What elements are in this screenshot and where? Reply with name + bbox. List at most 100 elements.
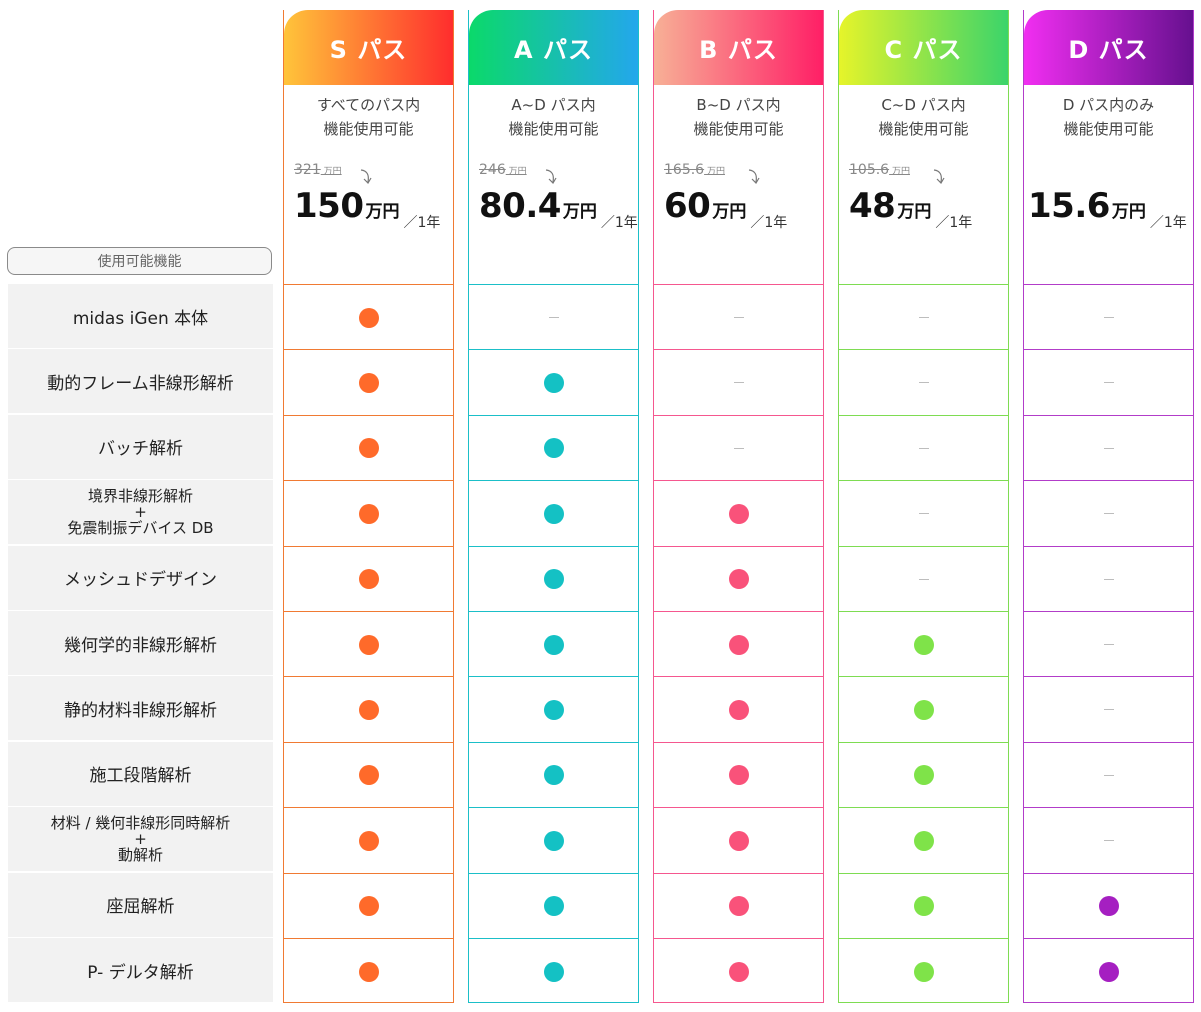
original-price-unit: 万円 — [505, 167, 527, 177]
available-dot-icon — [1098, 896, 1119, 917]
original-price: 105.6 万円 — [849, 162, 910, 178]
unavailable-dash-icon — [733, 447, 744, 449]
available-dot-icon — [543, 372, 564, 393]
current-price: 80.4 万円／1年 — [479, 186, 638, 231]
price-period: ／1年 — [1149, 215, 1187, 231]
available-dot-icon — [913, 961, 934, 982]
available-dot-icon — [543, 699, 564, 720]
price-value: 150 — [294, 186, 364, 226]
available-dot-icon — [543, 896, 564, 917]
availability-cell — [469, 938, 638, 1004]
plan-title: S パス — [284, 10, 453, 85]
feature-row: バッチ解析 — [8, 414, 273, 479]
available-dot-icon — [728, 830, 749, 851]
unavailable-dash-icon — [1103, 774, 1114, 776]
price-unit: 万円 — [712, 202, 747, 222]
feature-label: 動的フレーム非線形解析 — [47, 373, 234, 394]
price-unit: 万円 — [1111, 202, 1146, 222]
available-dot-icon — [358, 307, 379, 328]
original-price-value: 321 — [294, 162, 321, 178]
availability-cell — [839, 349, 1008, 415]
feature-row: midas iGen 本体 — [8, 284, 273, 348]
feature-label: 免震制振デバイス DB — [67, 519, 214, 538]
available-dot-icon — [913, 634, 934, 655]
unavailable-dash-icon — [548, 317, 559, 318]
feature-column-header: 使用可能機能 — [7, 247, 272, 275]
availability-cell — [469, 284, 638, 350]
feature-label: midas iGen 本体 — [72, 308, 209, 329]
plan-price: 165.6 万円 60 万円／1年 — [664, 162, 819, 232]
discount-arrow-icon — [748, 169, 760, 184]
available-dot-icon — [728, 634, 749, 655]
availability-cell — [654, 480, 823, 546]
availability-cell — [654, 414, 823, 481]
price-value: 15.6 — [1028, 186, 1110, 226]
original-price-value: 246 — [479, 162, 506, 178]
plan-price: 105.6 万円 48 万円／1年 — [849, 162, 1004, 232]
current-price: 60 万円／1年 — [664, 186, 787, 231]
feature-label: 施工段階解析 — [89, 766, 192, 787]
available-dot-icon — [358, 569, 379, 590]
price-unit: 万円 — [562, 202, 597, 222]
availability-cell — [284, 480, 453, 546]
original-price: 246 万円 — [479, 162, 527, 178]
availability-cell — [284, 807, 453, 873]
feature-row: P- デルタ解析 — [8, 938, 273, 1002]
feature-label: + — [134, 503, 147, 522]
plan-description: C~D パス内 機能使用可能 — [839, 93, 1008, 141]
plan-description-line: 機能使用可能 — [508, 120, 599, 138]
available-dot-icon — [913, 699, 934, 720]
plan-price: 321 万円 150 万円／1年 — [294, 162, 449, 232]
feature-row: 動的フレーム非線形解析 — [8, 349, 273, 414]
availability-cell — [284, 938, 453, 1004]
availability-cell — [284, 349, 453, 415]
available-dot-icon — [913, 830, 934, 851]
feature-row: 座屈解析 — [8, 872, 273, 937]
availability-cell — [654, 676, 823, 742]
availability-cell — [839, 480, 1008, 546]
feature-row: 幾何学的非線形解析 — [8, 611, 273, 675]
availability-cell — [469, 807, 638, 873]
plan-column: C パス C~D パス内 機能使用可能 105.6 万円 48 万円／1年 — [838, 10, 1009, 1003]
availability-cell — [654, 284, 823, 350]
available-dot-icon — [358, 438, 379, 459]
feature-row: メッシュドデザイン — [8, 545, 273, 610]
availability-cell — [284, 872, 453, 939]
availability-cell — [284, 414, 453, 481]
unavailable-dash-icon — [733, 382, 744, 384]
available-dot-icon — [728, 961, 749, 982]
plan-title: B パス — [654, 10, 823, 85]
plan-description: B~D パス内 機能使用可能 — [654, 93, 823, 141]
plan-description-line: 機能使用可能 — [878, 120, 969, 138]
price-unit: 万円 — [897, 202, 932, 222]
plan-description-line: A~D パス内 — [511, 96, 596, 114]
plan-title: D パス — [1024, 10, 1193, 85]
availability-cell — [1024, 611, 1193, 677]
available-dot-icon — [358, 961, 379, 982]
plan-price: 15.6 万円／1年 — [1028, 162, 1189, 232]
feature-row: 施工段階解析 — [8, 741, 273, 806]
availability-cell — [839, 807, 1008, 873]
availability-cell — [1024, 676, 1193, 742]
available-dot-icon — [728, 569, 749, 590]
availability-cell — [839, 611, 1008, 677]
plan-description-line: C~D パス内 — [881, 96, 966, 114]
available-dot-icon — [913, 765, 934, 786]
price-value: 48 — [849, 186, 896, 226]
discount-arrow-icon — [360, 169, 372, 184]
availability-cell — [1024, 414, 1193, 481]
availability-cell — [839, 545, 1008, 612]
feature-row: 静的材料非線形解析 — [8, 676, 273, 741]
discount-arrow-icon — [545, 169, 557, 184]
plan-column: D パス D パス内のみ 機能使用可能 15.6 万円／1年 — [1023, 10, 1194, 1003]
availability-cell — [469, 676, 638, 742]
available-dot-icon — [728, 896, 749, 917]
current-price: 15.6 万円／1年 — [1028, 186, 1187, 231]
current-price: 48 万円／1年 — [849, 186, 972, 231]
available-dot-icon — [358, 503, 379, 524]
feature-label: + — [134, 830, 147, 849]
feature-label: メッシュドデザイン — [64, 570, 217, 591]
available-dot-icon — [543, 503, 564, 524]
available-dot-icon — [913, 896, 934, 917]
plan-description-line: B~D パス内 — [696, 96, 781, 114]
